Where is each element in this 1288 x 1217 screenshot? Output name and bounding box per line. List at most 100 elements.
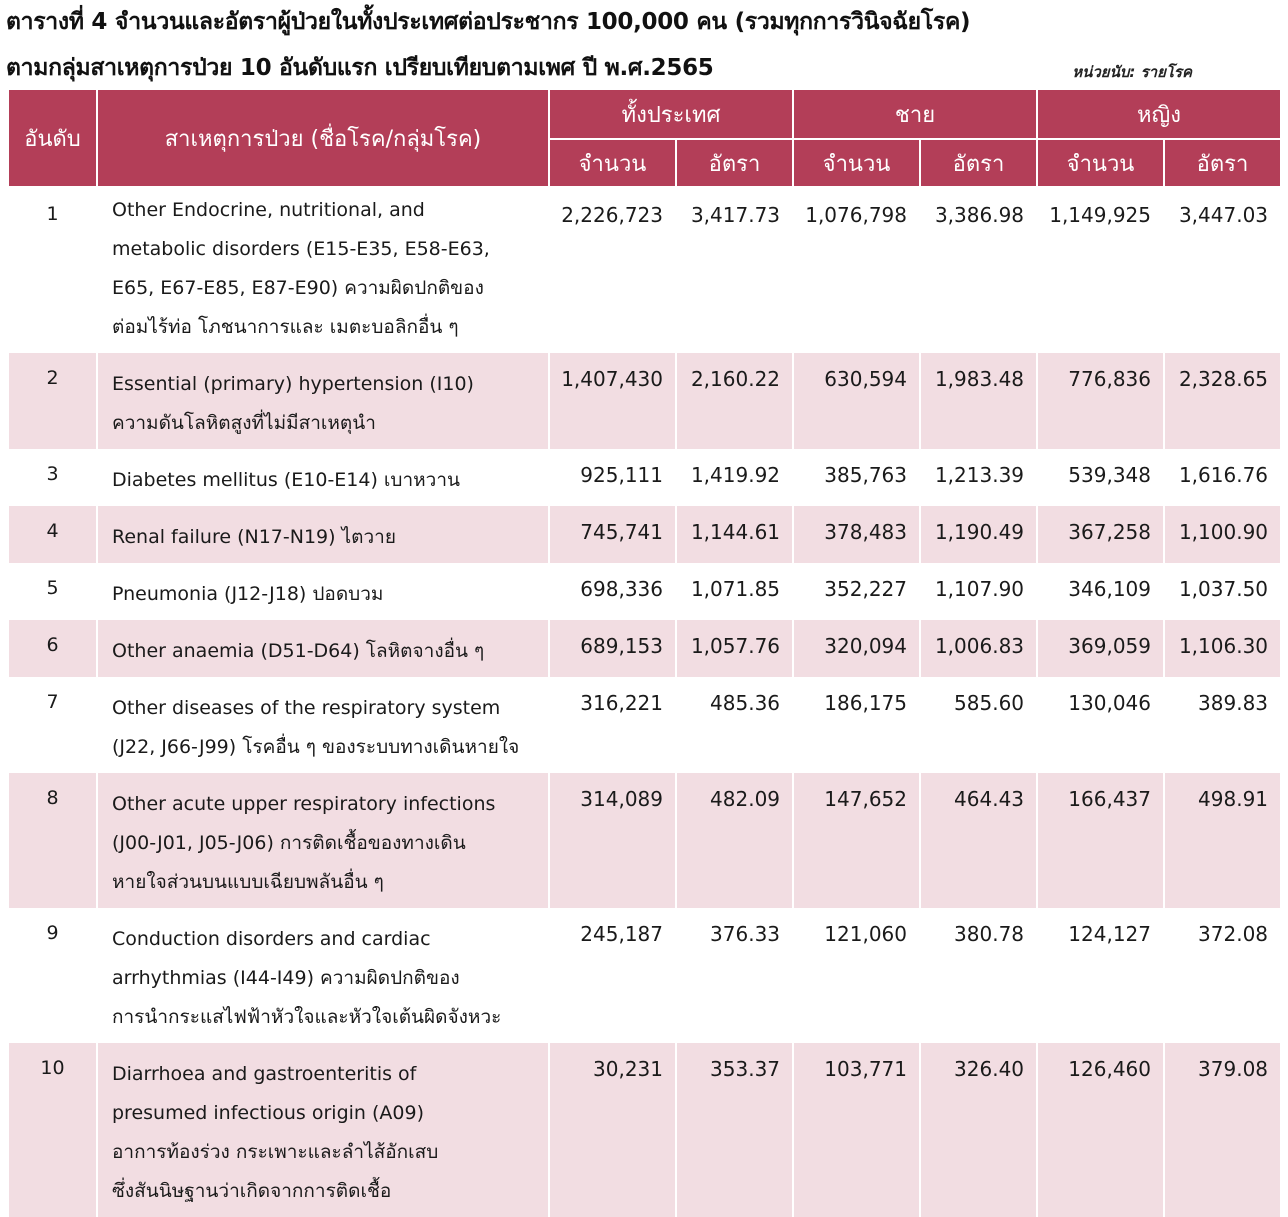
cause-line: Pneumonia (J12-J18) ปอดบวม <box>112 583 384 605</box>
row-cause: Essential (primary) hypertension (I10) คว… <box>96 353 550 449</box>
cell-male-rate: 585.60 <box>919 677 1039 773</box>
header-male-count: จำนวน <box>792 138 922 188</box>
cell-female-count: 367,258 <box>1036 506 1166 563</box>
cause-line: Other anaemia (D51-D64) โลหิตจางอื่น ๆ <box>112 640 485 662</box>
cell-male-rate: 1,006.83 <box>919 620 1039 677</box>
cell-total-rate: 1,419.92 <box>674 449 795 506</box>
row-rank: 3 <box>7 449 98 506</box>
cause-line: (J00-J01, J05-J06) การติดเชื้อของทางเดิน <box>112 832 466 854</box>
row-cause: Other anaemia (D51-D64) โลหิตจางอื่น ๆ <box>96 620 550 677</box>
cell-male-count: 320,094 <box>792 620 922 677</box>
cell-female-count: 166,437 <box>1036 773 1166 908</box>
row-rank: 4 <box>7 506 98 563</box>
cause-line: E65, E67-E85, E87-E90) ความผิดปกติของ <box>112 277 484 299</box>
table-row: 2 Essential (primary) hypertension (I10) ค… <box>7 353 1283 449</box>
row-cause: Diarrhoea and gastroenteritis of presumed… <box>96 1043 550 1217</box>
cell-total-count: 745,741 <box>548 506 677 563</box>
cell-male-rate: 326.40 <box>919 1043 1039 1217</box>
header-rank: อันดับ <box>7 88 98 188</box>
header-group-female: หญิง <box>1036 88 1283 140</box>
row-cause: Renal failure (N17-N19) ไตวาย <box>96 506 550 563</box>
cell-total-count: 2,226,723 <box>548 187 677 353</box>
disease-table: อันดับ สาเหตุการป่วย (ชื่อโรค/กลุ่มโรค) … <box>7 88 1283 1217</box>
table-row: 4 Renal failure (N17-N19) ไตวาย 745,741 1,1… <box>7 506 1283 563</box>
cell-female-count: 346,109 <box>1036 563 1166 620</box>
cause-line: ต่อมไร้ท่อ โภชนาการและ เมตะบอลิกอื่น ๆ <box>112 316 459 338</box>
cause-line: Other acute upper respiratory infections <box>112 793 496 815</box>
header-male-rate: อัตรา <box>919 138 1039 188</box>
cell-total-rate: 1,071.85 <box>674 563 795 620</box>
cell-female-count: 130,046 <box>1036 677 1166 773</box>
cell-female-count: 126,460 <box>1036 1043 1166 1217</box>
table-row: 6 Other anaemia (D51-D64) โลหิตจางอื่น ๆ 6… <box>7 620 1283 677</box>
cell-male-rate: 1,213.39 <box>919 449 1039 506</box>
cell-female-rate: 1,106.30 <box>1163 620 1283 677</box>
row-rank: 5 <box>7 563 98 620</box>
cell-male-rate: 380.78 <box>919 908 1039 1043</box>
table-row: 8 Other acute upper respiratory infection… <box>7 773 1283 908</box>
cell-total-count: 689,153 <box>548 620 677 677</box>
cause-line: ซึ่งสันนิษฐานว่าเกิดจากการติดเชื้อ <box>112 1180 392 1202</box>
cell-male-rate: 464.43 <box>919 773 1039 908</box>
header-group-total: ทั้งประเทศ <box>547 88 795 140</box>
cell-male-count: 630,594 <box>792 353 922 449</box>
row-rank: 9 <box>7 908 98 1043</box>
cell-total-count: 316,221 <box>548 677 677 773</box>
row-rank: 10 <box>7 1043 98 1217</box>
row-rank: 1 <box>7 187 98 353</box>
cell-total-rate: 353.37 <box>674 1043 795 1217</box>
table-row: 5 Pneumonia (J12-J18) ปอดบวม 698,336 1,071.… <box>7 563 1283 620</box>
cell-male-rate: 3,386.98 <box>919 187 1039 353</box>
cell-female-rate: 3,447.03 <box>1163 187 1283 353</box>
cell-total-count: 245,187 <box>548 908 677 1043</box>
cause-line: การนำกระแสไฟฟ้าหัวใจและหัวใจเต้นผิดจังหว… <box>112 1006 502 1028</box>
cell-total-rate: 1,057.76 <box>674 620 795 677</box>
cause-line: Diabetes mellitus (E10-E14) เบาหวาน <box>112 469 461 491</box>
cell-total-count: 698,336 <box>548 563 677 620</box>
cause-line: arrhythmias (I44-I49) ความผิดปกติของ <box>112 967 460 989</box>
cell-male-count: 147,652 <box>792 773 922 908</box>
table-row: 7 Other diseases of the respiratory syste… <box>7 677 1283 773</box>
cause-line: Essential (primary) hypertension (I10) <box>112 373 474 395</box>
table-row: 3 Diabetes mellitus (E10-E14) เบาหวาน 925,… <box>7 449 1283 506</box>
cell-total-count: 1,407,430 <box>548 353 677 449</box>
cell-male-count: 121,060 <box>792 908 922 1043</box>
cell-total-rate: 482.09 <box>674 773 795 908</box>
row-rank: 2 <box>7 353 98 449</box>
cause-line: ความดันโลหิตสูงที่ไม่มีสาเหตุนำ <box>112 412 376 434</box>
header-total-rate: อัตรา <box>674 138 795 188</box>
cell-total-rate: 2,160.22 <box>674 353 795 449</box>
cell-female-rate: 389.83 <box>1163 677 1283 773</box>
header-female-count: จำนวน <box>1036 138 1166 188</box>
cell-total-rate: 3,417.73 <box>674 187 795 353</box>
cell-male-count: 352,227 <box>792 563 922 620</box>
table-title-line2: ตามกลุ่มสาเหตุการป่วย 10 อันดับแรก เปรีย… <box>6 55 714 81</box>
cell-total-count: 30,231 <box>548 1043 677 1217</box>
row-rank: 8 <box>7 773 98 908</box>
row-rank: 6 <box>7 620 98 677</box>
header-female-rate: อัตรา <box>1163 138 1283 188</box>
header-group-male: ชาย <box>792 88 1039 140</box>
cause-line: Conduction disorders and cardiac <box>112 928 431 950</box>
cell-female-count: 1,149,925 <box>1036 187 1166 353</box>
cause-line: presumed infectious origin (A09) <box>112 1102 424 1124</box>
header-total-count: จำนวน <box>548 138 677 188</box>
cause-line: หายใจส่วนบนแบบเฉียบพลันอื่น ๆ <box>112 871 384 893</box>
row-cause: Other Endocrine, nutritional, and metabol… <box>96 187 550 353</box>
cell-male-rate: 1,107.90 <box>919 563 1039 620</box>
cell-female-rate: 372.08 <box>1163 908 1283 1043</box>
cell-total-count: 314,089 <box>548 773 677 908</box>
cell-male-rate: 1,190.49 <box>919 506 1039 563</box>
cell-female-rate: 379.08 <box>1163 1043 1283 1217</box>
unit-note: หน่วยนับ: รายโรค <box>1072 63 1192 81</box>
cell-male-count: 1,076,798 <box>792 187 922 353</box>
table-row: 9 Conduction disorders and cardiac arrhyth… <box>7 908 1283 1043</box>
row-rank: 7 <box>7 677 98 773</box>
table-body: 1 Other Endocrine, nutritional, and metabo… <box>7 187 1283 1217</box>
cell-total-rate: 485.36 <box>674 677 795 773</box>
cell-female-count: 369,059 <box>1036 620 1166 677</box>
cell-female-count: 539,348 <box>1036 449 1166 506</box>
cell-female-count: 124,127 <box>1036 908 1166 1043</box>
cause-line: Diarrhoea and gastroenteritis of <box>112 1063 417 1085</box>
cell-male-count: 378,483 <box>792 506 922 563</box>
